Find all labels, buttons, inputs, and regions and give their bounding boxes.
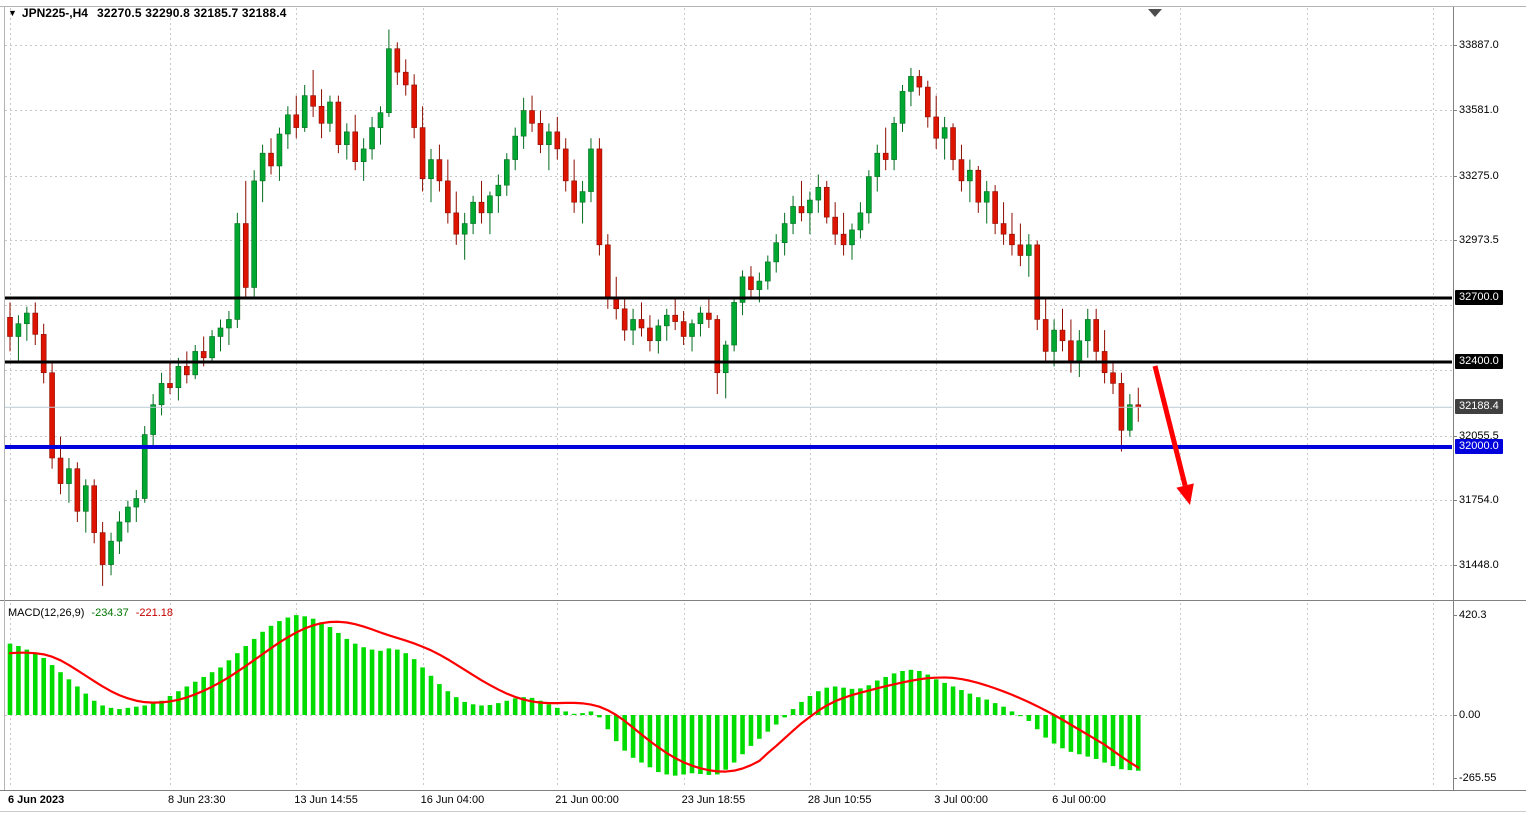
macd-main-value: -234.37 — [91, 607, 129, 619]
symbol-dropdown-icon[interactable]: ▼ — [8, 8, 17, 18]
macd-signal-value: -221.18 — [135, 607, 174, 619]
macd-name: MACD(12,26,9) — [8, 607, 85, 619]
symbol-timeframe-label: JPN225-,H4 — [21, 6, 88, 20]
pane-separators — [0, 6, 1526, 812]
macd-signal-line — [8, 620, 1140, 773]
ohlc-values: 32270.5 32290.8 32185.7 32188.4 — [96, 6, 287, 20]
macd-histogram — [7, 615, 1141, 776]
chart-shift-marker-icon[interactable] — [1148, 9, 1162, 17]
chart-title: ▼ JPN225-,H4 32270.5 32290.8 32185.7 32188… — [8, 6, 287, 20]
candlesticks — [7, 29, 1142, 586]
trend-arrow[interactable] — [1152, 365, 1194, 505]
macd-indicator-label: MACD(12,26,9) -234.37 -221.18 — [8, 607, 173, 619]
horizontal-level-lines[interactable] — [5, 296, 1452, 449]
